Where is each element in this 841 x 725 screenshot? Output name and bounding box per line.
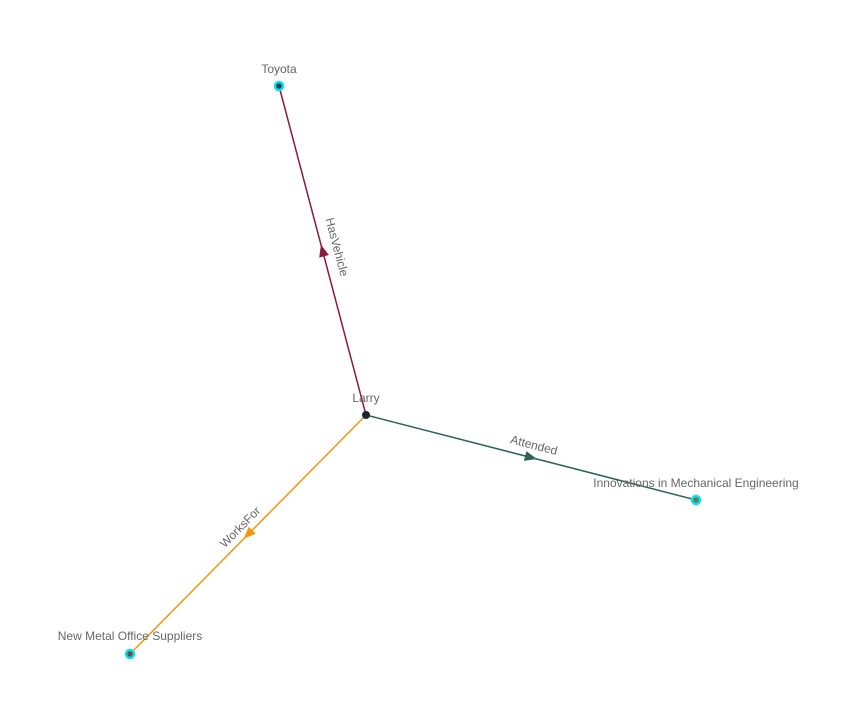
- node-larry[interactable]: [362, 411, 370, 419]
- edge-label-worksfor: WorksFor: [217, 504, 263, 551]
- node-label-toyota: Toyota: [261, 62, 297, 76]
- node-label-larry: Larry: [352, 391, 379, 405]
- node-label-newmetal: New Metal Office Suppliers: [58, 629, 203, 643]
- node-newmetal[interactable]: [124, 648, 136, 660]
- node-innovations[interactable]: [690, 494, 702, 506]
- node-toyota[interactable]: [273, 80, 285, 92]
- node-label-innovations: Innovations in Mechanical Engineering: [593, 476, 798, 490]
- edge-arrow-icon: [243, 526, 256, 539]
- edge-arrow-icon: [319, 244, 329, 258]
- edge-arrow-icon: [523, 451, 537, 461]
